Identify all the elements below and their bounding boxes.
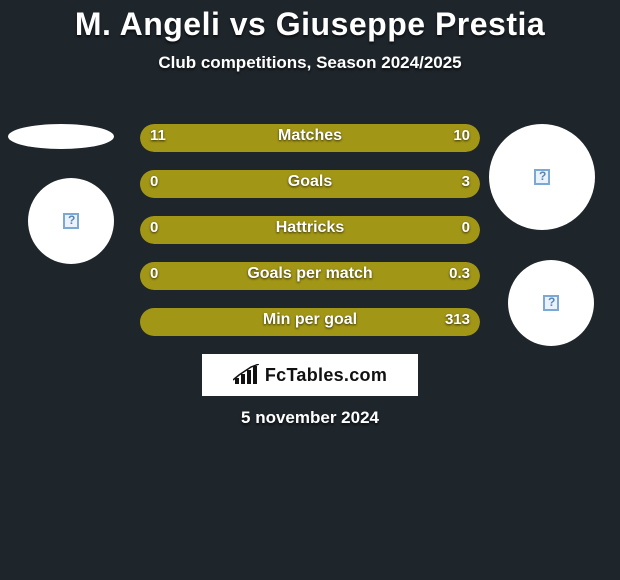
stat-row: Goals0 3: [140, 170, 480, 198]
stats-bars: Matches1110Goals03Hattricks00Goals per m…: [140, 124, 480, 354]
page-title: M. Angeli vs Giuseppe Prestia: [0, 0, 620, 43]
stat-value-right: 10: [453, 127, 470, 144]
stat-row: Hattricks0 0: [140, 216, 480, 244]
stat-label: Goals per match: [140, 265, 480, 283]
placeholder-icon: [534, 169, 550, 185]
stat-label: Matches: [140, 127, 480, 145]
stat-row: Min per goal313: [140, 308, 480, 336]
stat-value-right: 0.3: [449, 265, 470, 282]
player-a-club-ellipse: [8, 124, 114, 149]
page-subtitle: Club competitions, Season 2024/2025: [0, 53, 620, 73]
stat-value-right: 3: [462, 173, 470, 190]
stat-label: Min per goal: [140, 311, 480, 329]
stat-label: Goals: [140, 173, 480, 191]
stat-value-right: 0: [462, 219, 470, 236]
date-text: 5 november 2024: [0, 408, 620, 428]
stat-value-left: 0: [150, 265, 158, 282]
placeholder-icon: [63, 213, 79, 229]
logo-box: FcTables.com: [202, 354, 418, 396]
logo-text: FcTables.com: [265, 365, 387, 386]
stat-value-left: 11: [150, 127, 166, 144]
stat-row: Matches11 10: [140, 124, 480, 152]
stat-value-left: 0: [150, 219, 158, 236]
placeholder-icon: [543, 295, 559, 311]
stat-value-left: 0: [150, 173, 158, 190]
player-a-avatar: [28, 178, 114, 264]
bar-chart-icon: [233, 364, 259, 386]
player-b-club-avatar: [489, 124, 595, 230]
player-b-avatar: [508, 260, 594, 346]
stat-label: Hattricks: [140, 219, 480, 237]
stat-row: Goals per match0 0.3: [140, 262, 480, 290]
stat-value-right: 313: [445, 311, 470, 328]
